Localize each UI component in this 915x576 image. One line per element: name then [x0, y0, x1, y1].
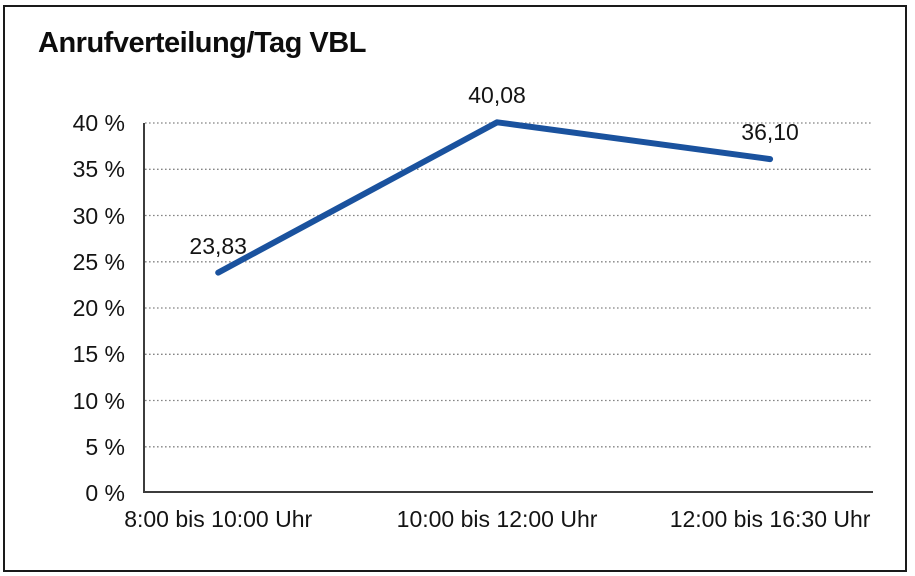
- y-tick-label: 30 %: [72, 202, 125, 229]
- y-tick-label: 0 %: [85, 480, 125, 506]
- x-tick-label: 10:00 bis 12:00 Uhr: [396, 506, 598, 532]
- chart-frame: Anrufverteilung/Tag VBL 0 % 5 % 10 % 15 % 20…: [3, 5, 907, 572]
- data-point-label: 40,08: [468, 82, 526, 109]
- series-line: [215, 119, 774, 276]
- x-tick-label: 12:00 bis 16:30 Uhr: [669, 506, 871, 532]
- y-tick-label: 5 %: [85, 433, 125, 460]
- data-point-label: 36,10: [741, 119, 799, 146]
- chart-title: Anrufverteilung/Tag VBL: [38, 27, 366, 59]
- y-tick-label: 20 %: [72, 295, 125, 321]
- plot-area: [143, 119, 873, 493]
- y-tick-label: 15 %: [72, 341, 125, 368]
- x-tick-label: 8:00 bis 10:00 Uhr: [124, 506, 313, 532]
- y-tick-label: 25 %: [72, 248, 125, 275]
- y-tick-label: 35 %: [72, 156, 125, 183]
- y-tick-label: 10 %: [72, 387, 125, 414]
- data-point-label: 23,83: [189, 232, 247, 259]
- y-tick-label: 40 %: [72, 110, 125, 136]
